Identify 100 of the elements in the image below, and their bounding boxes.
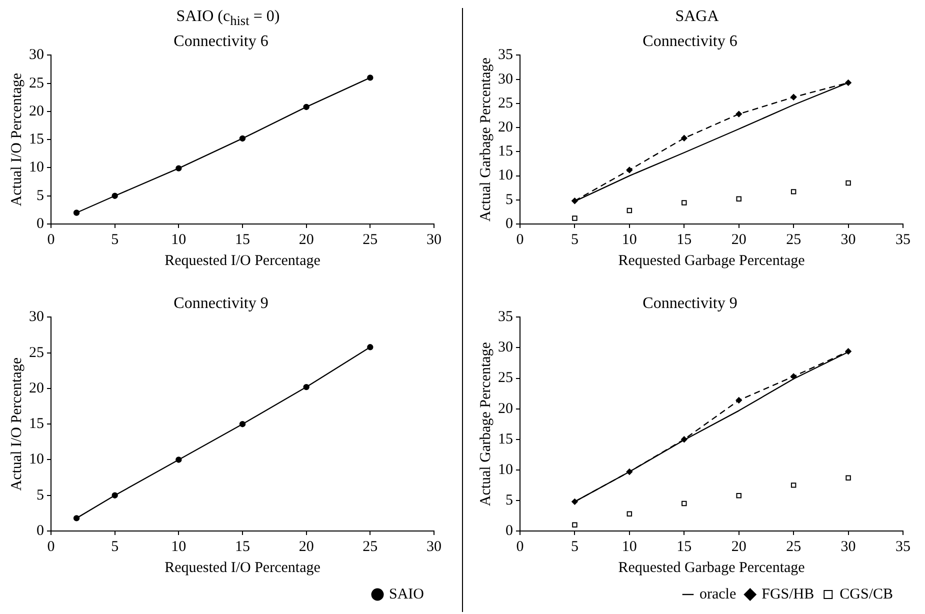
x-tick-label: 10 [622, 538, 637, 555]
point [176, 165, 182, 172]
point [239, 421, 246, 428]
point [681, 135, 688, 142]
legend-label: oracle [699, 586, 736, 602]
point [303, 104, 310, 110]
x-tick-label: 30 [426, 538, 442, 555]
x-axis-title: Requested I/O Percentage [164, 560, 321, 576]
chart-title: Connectivity 6 [174, 32, 268, 50]
y-tick-label: 30 [498, 71, 513, 88]
x-tick-label: 0 [47, 232, 55, 248]
x-tick-label: 35 [896, 538, 910, 555]
point [626, 166, 633, 174]
x-axis-title: Requested Garbage Percentage [618, 560, 806, 576]
x-tick-label: 5 [111, 538, 119, 555]
x-tick-label: 30 [840, 538, 856, 555]
y-tick-label: 0 [506, 216, 513, 232]
y-tick-label: 15 [498, 144, 513, 160]
x-tick-label: 10 [622, 232, 637, 248]
y-tick-label: 0 [506, 522, 513, 539]
point [626, 208, 632, 214]
point [736, 196, 742, 202]
x-tick-label: 25 [786, 538, 802, 555]
x-tick-label: 15 [676, 232, 692, 248]
x-tick-label: 0 [516, 232, 524, 248]
y-tick-label: 5 [36, 188, 44, 204]
point [736, 110, 742, 118]
y-tick-label: 20 [498, 400, 513, 417]
x-tick-label: 5 [570, 232, 578, 248]
y-tick-label: 25 [498, 95, 513, 112]
x-tick-label: 10 [171, 538, 186, 555]
point [846, 180, 851, 186]
point [790, 482, 796, 488]
x-tick-label: 5 [570, 538, 578, 555]
chart-subtitle: SAGA [674, 8, 720, 27]
y-tick-label: 25 [29, 75, 44, 92]
x-axis-title: Requested Garbage Percentage [618, 252, 806, 269]
y-tick-label: 10 [29, 452, 44, 468]
point [73, 515, 80, 522]
point [846, 475, 851, 480]
chart-subtitle: SAIO (c$_{hist}$ = 0) [175, 8, 281, 30]
point [626, 511, 632, 517]
y-tick-label: 30 [498, 340, 513, 356]
y-tick-label: 35 [498, 309, 513, 326]
point [303, 384, 310, 390]
y-tick-label: 0 [36, 522, 44, 539]
legend-label: FGS/HB [762, 586, 814, 602]
y-tick-label: 20 [498, 119, 513, 136]
y-tick-label: 30 [29, 47, 44, 64]
point [239, 135, 246, 142]
point [112, 192, 118, 199]
x-tick-label: 25 [786, 232, 802, 248]
legend-label: CGS/CB [840, 586, 893, 602]
point [572, 216, 578, 221]
point [367, 74, 374, 81]
chart-title: Connectivity 6 [642, 32, 738, 50]
y-tick-label: 30 [29, 309, 44, 326]
point [367, 344, 374, 350]
x-tick-label: 20 [298, 232, 314, 248]
point [736, 492, 742, 498]
y-tick-label: 5 [36, 487, 44, 504]
y-axis-title: Actual Garbage Percentage [478, 342, 494, 506]
y-tick-label: 10 [498, 462, 513, 478]
x-axis-title: Requested I/O Percentage [164, 252, 321, 269]
legend-label: SAIO [389, 586, 424, 602]
point [682, 500, 687, 506]
chart-title: Connectivity 9 [174, 294, 268, 312]
point [112, 492, 118, 498]
y-tick-label: 10 [29, 160, 44, 176]
y-tick-label: 20 [29, 380, 44, 396]
x-tick-label: 20 [298, 538, 314, 555]
point [790, 94, 797, 100]
y-tick-label: 10 [498, 168, 513, 184]
chart-title: Connectivity 9 [642, 294, 738, 312]
y-tick-label: 5 [506, 192, 513, 208]
point [73, 210, 80, 216]
point [572, 522, 578, 528]
y-axis-title: Actual I/O Percentage [8, 357, 25, 491]
y-axis-title: Actual Garbage Percentage [478, 57, 494, 222]
y-tick-label: 25 [29, 344, 44, 361]
point [845, 348, 852, 355]
y-tick-label: 15 [29, 416, 44, 432]
point [736, 397, 742, 404]
point [790, 189, 796, 194]
x-tick-label: 35 [896, 232, 910, 248]
x-tick-label: 20 [731, 232, 746, 248]
y-tick-label: 0 [36, 216, 44, 232]
y-axis-title: Actual I/O Percentage [8, 72, 25, 206]
y-tick-label: 5 [506, 492, 513, 508]
y-tick-label: 35 [498, 47, 513, 64]
x-tick-label: 10 [171, 232, 186, 248]
x-tick-label: 15 [235, 232, 250, 248]
point [682, 200, 687, 206]
y-tick-label: 15 [29, 132, 44, 148]
point [176, 456, 182, 463]
x-tick-label: 5 [111, 232, 119, 248]
x-tick-label: 20 [731, 538, 746, 555]
x-tick-label: 0 [47, 538, 55, 555]
x-tick-label: 15 [676, 538, 692, 555]
x-tick-label: 30 [840, 232, 856, 248]
